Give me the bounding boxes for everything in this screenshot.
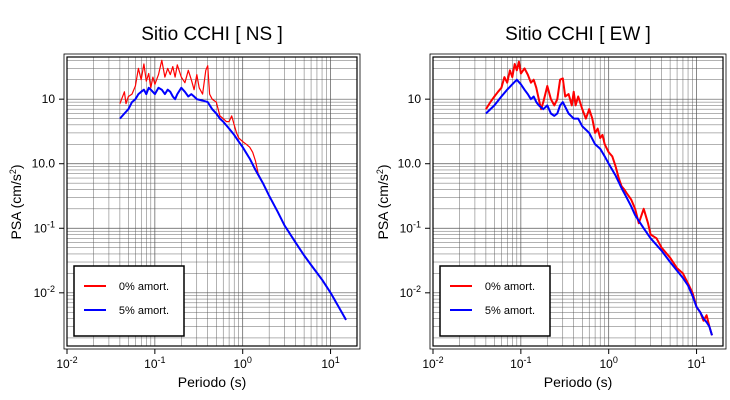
series-line-2 (485, 78, 713, 336)
y-tick-label: 10.0 (398, 157, 422, 171)
series-group (485, 60, 713, 336)
y-axis-label: PSA (cm/s2) (8, 164, 24, 239)
y-tick-label: 10-1 (34, 219, 55, 235)
y-axis-label-sup: 2 (8, 169, 18, 174)
legend-label: 0% amort. (119, 281, 169, 293)
chart-panel-ew: Sitio CCHI [ EW ] Periodo (s) PSA (cm/s2… (375, 24, 727, 390)
chart-title: Sitio CCHI [ EW ] (505, 24, 651, 45)
series-line-2 (119, 86, 347, 321)
series-group (119, 59, 347, 321)
y-axis-label-main: PSA (cm/s (375, 174, 391, 239)
y-tick-label: 10 (42, 92, 56, 106)
chart-title: Sitio CCHI [ NS ] (141, 24, 282, 45)
x-tick-label: 10-1 (510, 355, 531, 371)
legend-label: 0% amort. (485, 281, 535, 293)
x-tick-label: 101 (687, 355, 705, 371)
y-tick-label: 10 (408, 92, 422, 106)
legend-label: 5% amort. (485, 305, 535, 317)
y-tick-label: 10-2 (400, 284, 421, 300)
chart-panel-ns: Sitio CCHI [ NS ] Periodo (s) PSA (cm/s2… (8, 24, 361, 390)
plot-frame-outer (63, 53, 361, 350)
plot-area: 10-2 10-1 100 101 10-2 10-1 10.0 10 0% amort. 5% … (398, 53, 727, 371)
legend: 0% amort. 5% amort. (73, 265, 185, 337)
x-tick-label: 100 (600, 355, 618, 371)
x-tick-label: 100 (234, 355, 252, 371)
y-tick-label: 10-2 (34, 284, 55, 300)
grid (67, 57, 357, 346)
plot-area: 10-2 10-1 100 101 10-2 10-1 10.0 10 0% amort. 5% … (32, 53, 361, 371)
legend-label: 5% amort. (119, 305, 169, 317)
x-tick-label: 101 (321, 355, 339, 371)
y-axis-label-sup: 2 (375, 169, 385, 174)
series-line-1 (485, 60, 713, 336)
y-tick-label: 10.0 (32, 157, 56, 171)
x-tick-label: 10-2 (56, 355, 77, 371)
legend: 0% amort. 5% amort. (439, 265, 551, 337)
y-tick-label: 10-1 (400, 219, 421, 235)
plot-frame (432, 56, 724, 347)
y-axis-label-main: PSA (cm/s (8, 174, 24, 239)
y-axis-label-tail: ) (375, 164, 391, 169)
legend-box (439, 265, 551, 337)
plot-frame-outer (429, 53, 727, 350)
plot-frame (66, 56, 358, 347)
y-axis-label-tail: ) (8, 164, 24, 169)
legend-box (73, 265, 185, 337)
x-tick-label: 10-2 (422, 355, 443, 371)
y-axis-label: PSA (cm/s2) (375, 164, 391, 239)
x-tick-label: 10-1 (144, 355, 165, 371)
x-axis-label: Periodo (s) (544, 374, 612, 390)
x-axis-label: Periodo (s) (178, 374, 246, 390)
